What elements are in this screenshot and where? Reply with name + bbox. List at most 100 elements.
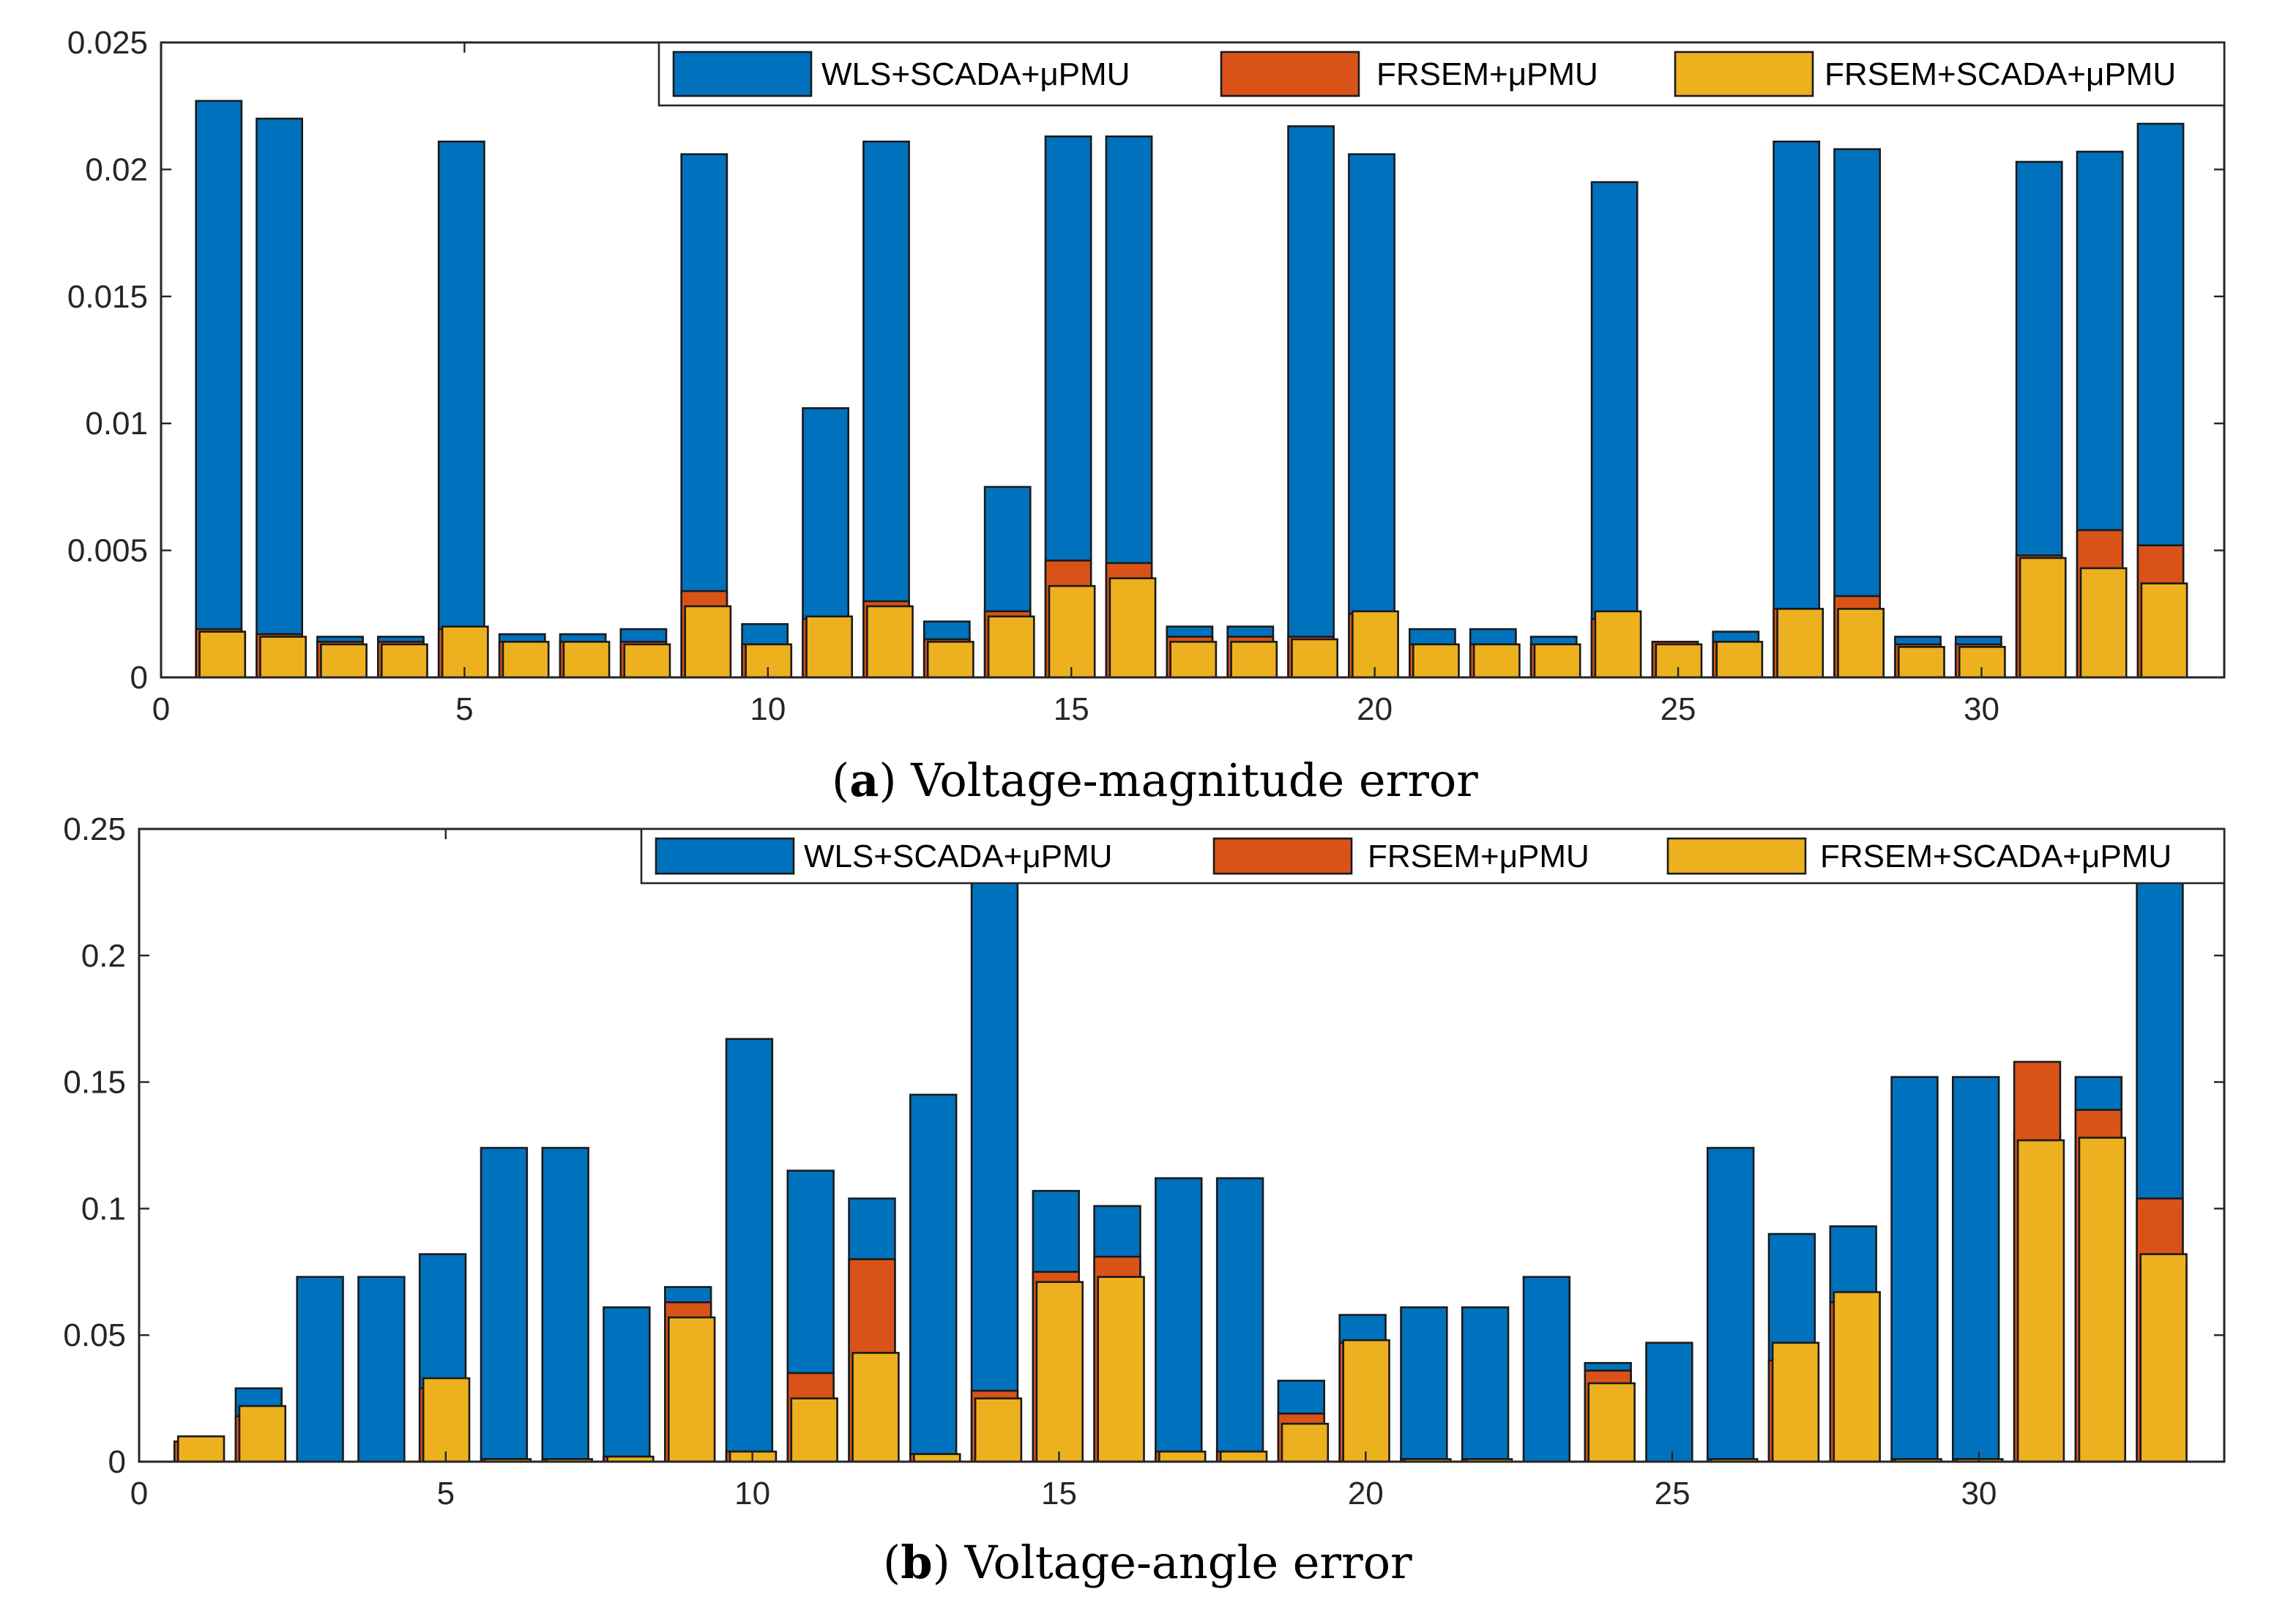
legend-label: WLS+SCADA+μPMU [821,56,1130,92]
bar-frsem-scada-bus-5 [422,1377,471,1463]
bar-frsem-scada-bus-28 [1833,1291,1881,1463]
x-tick-label: 20 [1357,691,1393,727]
legend-box [640,828,2226,885]
panel-caption: (a) Voltage-magnitude error [832,754,1478,807]
x-tick-label: 30 [1961,1476,1997,1511]
bar-frsem-scada-bus-12 [866,605,914,679]
x-tick-label: 15 [1054,691,1089,727]
bar-wls-bus-21 [1400,1306,1448,1463]
bar-frsem-scada-bus-13 [913,1453,961,1463]
bar-frsem-scada-bus-26 [1715,641,1764,679]
bar-frsem-scada-bus-1 [176,1435,225,1463]
bar-wls-bus-7 [541,1147,589,1463]
bar-wls-bus-6 [480,1147,529,1463]
legend-item-frsem: FRSEM+μPMU [1220,51,1598,97]
legend-item-wls: WLS+SCADA+μPMU [655,837,1112,875]
bar-frsem-scada-bus-17 [1169,641,1218,679]
bar-frsem-scada-bus-33 [2139,1253,2188,1463]
bar-wls-bus-13 [909,1093,958,1463]
ticks-layer: 0 5 10 15 20 25 30 0 0.005 0.01 0.015 0.02 0.025 [67,25,2224,727]
bar-frsem-scada-bus-15 [1048,584,1096,679]
chart-panel-voltage-angle: 0 5 10 15 20 25 30 0 0.05 0.1 0.15 0.2 0.25 WLS+SCAD… [63,811,2226,1589]
bar-frsem-scada-bus-9 [667,1316,716,1463]
bars-layer [195,100,2188,679]
x-tick-label: 10 [734,1476,770,1511]
caption-letter: b [901,1536,932,1589]
bar-wls-bus-19 [1287,125,1335,679]
y-tick-label: 0.01 [85,406,148,442]
bar-frsem-scada-bus-11 [790,1397,838,1463]
y-tick-label: 0.005 [67,533,148,569]
bar-frsem-scada-bus-7 [562,641,611,679]
y-tick-label: 0.015 [67,279,148,315]
bar-frsem-scada-bus-19 [1291,638,1339,679]
bar-frsem-scada-bus-31 [2016,1139,2065,1463]
y-tick-label: 0 [108,1444,126,1480]
x-tick-label: 25 [1660,691,1696,727]
bar-wls-bus-12 [862,141,910,679]
bar-frsem-scada-bus-3 [320,643,368,679]
legend-swatch [1666,837,1807,875]
bar-frsem-scada-bus-22 [1472,643,1521,679]
legend-label: WLS+SCADA+μPMU [804,838,1112,874]
chart-panel-voltage-magnitude: 0 5 10 15 20 25 30 0 0.005 0.01 0.015 0.02 0.025 WLS… [67,25,2226,807]
bar-wls-bus-26 [1707,1147,1755,1463]
x-tick-label: 20 [1348,1476,1384,1511]
bar-frsem-scada-bus-31 [2019,557,2067,679]
bar-frsem-scada-bus-14 [974,1397,1023,1463]
legend-item-frsem-scada: FRSEM+SCADA+μPMU [1666,837,2172,875]
bar-frsem-scada-bus-20 [1342,1339,1390,1463]
bar-wls-bus-4 [357,1276,406,1463]
legend-item-wls: WLS+SCADA+μPMU [672,51,1130,97]
legend-swatch [672,51,813,97]
y-tick-label: 0.25 [63,811,126,847]
bar-frsem-scada-bus-32 [2079,567,2128,679]
legend-item-frsem-scada: FRSEM+SCADA+μPMU [1674,51,2176,97]
x-tick-label: 0 [152,691,170,727]
bar-wls-bus-20 [1348,153,1395,679]
bar-wls-bus-25 [1645,1342,1693,1463]
legend-label: FRSEM+μPMU [1368,838,1589,874]
y-tick-label: 0.2 [81,938,126,974]
y-tick-label: 0 [130,660,148,696]
bar-frsem-scada-bus-24 [1587,1382,1636,1463]
legend-label: FRSEM+μPMU [1376,56,1598,92]
x-tick-label: 25 [1655,1476,1691,1511]
bar-wls-bus-23 [1522,1276,1571,1463]
bar-frsem-scada-bus-4 [380,643,428,679]
y-tick-label: 0.05 [63,1317,126,1353]
bar-wls-bus-10 [725,1038,774,1463]
bar-frsem-scada-bus-14 [987,615,1035,679]
bar-wls-bus-29 [1890,1076,1939,1463]
legend-swatch [1212,837,1353,875]
caption-text: Voltage-angle error [963,1536,1412,1589]
bar-frsem-scada-bus-24 [1594,610,1642,679]
x-tick-label: 15 [1041,1476,1077,1511]
bar-frsem-scada-bus-27 [1776,608,1824,679]
x-tick-label: 5 [437,1476,455,1511]
bar-wls-bus-27 [1773,141,1821,679]
bar-wls-bus-2 [256,117,304,679]
caption-letter: a [849,754,879,807]
bar-wls-bus-8 [603,1306,651,1463]
bar-wls-bus-30 [1952,1076,2000,1463]
bar-frsem-scada-bus-29 [1898,646,1945,679]
bar-wls-bus-3 [296,1276,344,1463]
bar-frsem-scada-bus-2 [238,1405,287,1463]
x-tick-label: 0 [130,1476,148,1511]
bar-wls-bus-28 [1833,148,1882,679]
bar-wls-bus-5 [437,141,485,679]
bar-wls-bus-24 [1590,181,1639,679]
legend-box [657,41,2226,107]
legend-swatch [655,837,795,875]
bar-frsem-scada-bus-1 [198,631,247,679]
bar-wls-bus-14 [970,828,1019,1463]
ticks-layer: 0 5 10 15 20 25 30 0 0.05 0.1 0.15 0.2 0.25 [63,811,2224,1511]
bar-frsem-scada-bus-28 [1837,608,1885,679]
panel-caption: (b) Voltage-angle error [883,1536,1412,1589]
bar-frsem-scada-bus-33 [2140,582,2188,679]
bar-frsem-scada-bus-20 [1352,610,1399,679]
bar-frsem-scada-bus-13 [926,641,974,679]
bar-frsem-scada-bus-6 [502,641,550,679]
